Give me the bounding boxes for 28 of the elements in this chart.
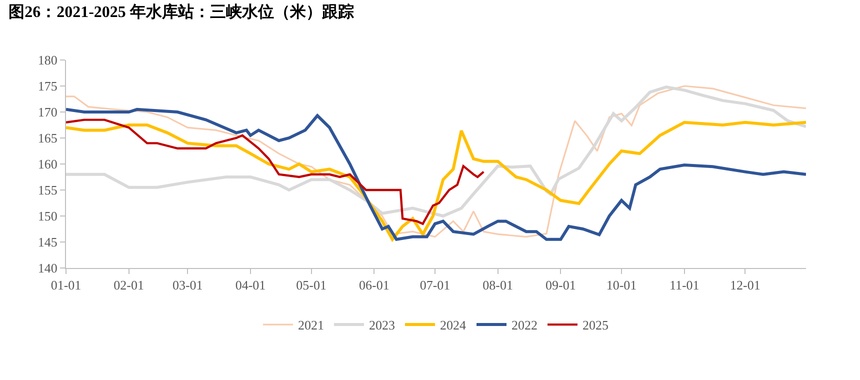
legend-label: 2021 bbox=[298, 318, 324, 333]
line-series bbox=[66, 118, 485, 225]
x-tick-label: 08-01 bbox=[482, 278, 514, 293]
x-tick-label: 05-01 bbox=[296, 278, 326, 293]
x-tick-label: 01-01 bbox=[50, 278, 82, 293]
legend-label: 2022 bbox=[512, 318, 538, 333]
y-tick-label: 155 bbox=[38, 182, 58, 198]
y-tick-label: 150 bbox=[38, 208, 58, 224]
x-tick-label: 12-01 bbox=[730, 278, 760, 293]
x-tick-label: 04-01 bbox=[235, 278, 266, 293]
x-tick-label: 10-01 bbox=[606, 278, 637, 293]
x-tick-label: 02-01 bbox=[114, 278, 144, 293]
legend-label: 2023 bbox=[369, 318, 395, 333]
y-tick-label: 160 bbox=[38, 156, 58, 172]
y-tick-label: 180 bbox=[38, 52, 58, 68]
x-tick-label: 03-01 bbox=[172, 278, 203, 293]
x-tick-label: 07-01 bbox=[420, 278, 450, 293]
legend-label: 2024 bbox=[440, 318, 466, 333]
y-tick-label: 165 bbox=[38, 130, 58, 146]
y-tick-label: 145 bbox=[38, 234, 58, 250]
y-tick-label: 175 bbox=[38, 78, 58, 94]
y-tick-label: 170 bbox=[38, 104, 58, 120]
y-tick-label: 140 bbox=[38, 260, 58, 276]
x-tick-label: 09-01 bbox=[546, 278, 576, 293]
chart-title: 图26：2021-2025 年水库站：三峡水位（米）跟踪 bbox=[8, 2, 354, 21]
x-tick-label: 11-01 bbox=[669, 278, 700, 293]
legend-label: 2025 bbox=[582, 318, 608, 333]
x-tick-label: 06-01 bbox=[358, 278, 390, 293]
